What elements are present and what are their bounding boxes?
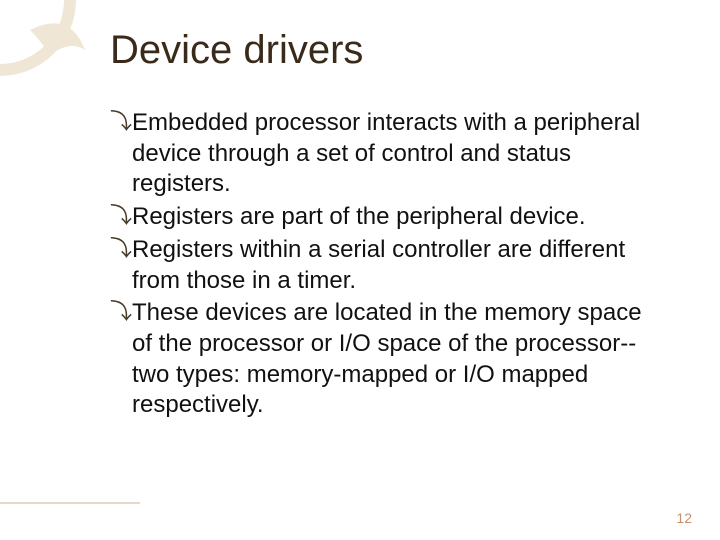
bullet-text: These devices are located in the memory … [132,299,642,418]
bullet-icon: ⤵ [110,202,132,230]
bullet-item: ⤵Registers are part of the peripheral de… [110,202,660,233]
bullet-item: ⤵Embedded processor interacts with a per… [110,108,660,200]
page-number: 12 [676,510,692,526]
bullet-item: ⤵These devices are located in the memory… [110,298,660,421]
bullet-icon: ⤵ [110,235,132,263]
slide-body: ⤵Embedded processor interacts with a per… [110,108,660,423]
bullet-text: Embedded processor interacts with a peri… [132,109,640,197]
bullet-icon: ⤵ [110,298,132,326]
bullet-item: ⤵Registers within a serial controller ar… [110,235,660,296]
slide-title: Device drivers [110,28,363,73]
bullet-text: Registers are part of the peripheral dev… [132,203,586,230]
accent-line [0,502,140,504]
bullet-text: Registers within a serial controller are… [132,236,625,294]
corner-decoration [0,0,100,100]
bullet-icon: ⤵ [110,108,132,136]
